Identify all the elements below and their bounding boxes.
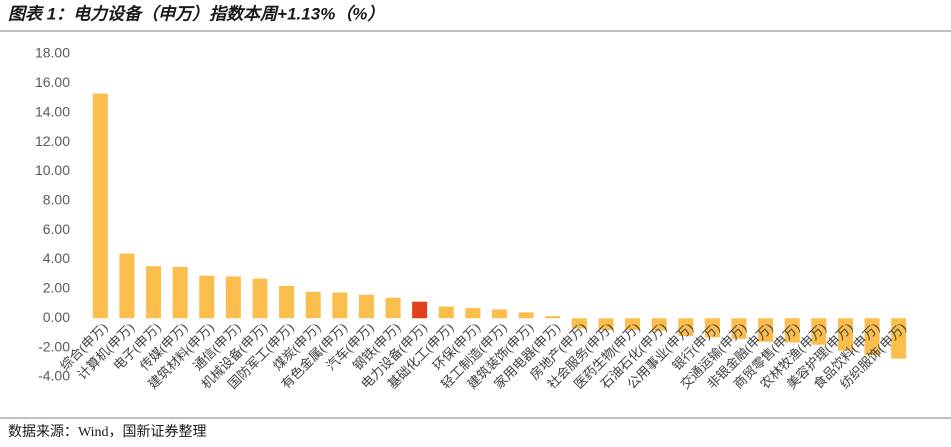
bar bbox=[332, 292, 348, 319]
source-note: 数据来源：Wind，国新证券整理 bbox=[8, 424, 207, 440]
bar bbox=[891, 318, 907, 359]
bar bbox=[412, 301, 428, 319]
bar bbox=[784, 318, 800, 343]
y-tick-label: -2.00 bbox=[38, 338, 70, 354]
bar bbox=[598, 318, 614, 331]
y-tick-label: 12.00 bbox=[35, 133, 70, 149]
bar bbox=[704, 318, 720, 338]
bar bbox=[678, 318, 694, 336]
bar bbox=[146, 266, 162, 319]
bar bbox=[651, 318, 667, 331]
bar bbox=[625, 318, 641, 331]
y-tick-label: 10.00 bbox=[35, 162, 70, 178]
y-tick-label: -4.00 bbox=[38, 368, 70, 384]
bar bbox=[864, 318, 880, 355]
bar bbox=[92, 93, 108, 319]
chart-title: 图表 1：电力设备（申万）指数本周+1.13%（%） bbox=[8, 4, 384, 23]
y-tick-label: 6.00 bbox=[43, 221, 70, 237]
bar bbox=[172, 266, 188, 319]
y-tick-label: 16.00 bbox=[35, 74, 70, 90]
y-tick-label: 8.00 bbox=[43, 192, 70, 208]
bar bbox=[731, 318, 747, 339]
bar bbox=[358, 294, 374, 319]
bar bbox=[119, 253, 135, 319]
bar bbox=[837, 318, 853, 351]
bar bbox=[252, 278, 268, 319]
y-tick-label: 4.00 bbox=[43, 250, 70, 266]
bar bbox=[545, 316, 561, 319]
bar bbox=[279, 285, 295, 319]
y-tick-label: 0.00 bbox=[43, 309, 70, 325]
bar bbox=[385, 297, 401, 319]
y-tick-label: 2.00 bbox=[43, 280, 70, 296]
bar bbox=[199, 275, 215, 319]
bar bbox=[758, 318, 774, 342]
bar bbox=[438, 306, 454, 319]
bar bbox=[225, 276, 241, 319]
bar bbox=[518, 312, 534, 319]
bar bbox=[305, 291, 321, 319]
bar bbox=[811, 318, 827, 345]
y-tick-label: 18.00 bbox=[35, 45, 70, 61]
bar bbox=[465, 307, 481, 319]
bar bbox=[492, 309, 507, 319]
y-tick-label: 14.00 bbox=[35, 103, 70, 119]
bar bbox=[571, 318, 587, 329]
